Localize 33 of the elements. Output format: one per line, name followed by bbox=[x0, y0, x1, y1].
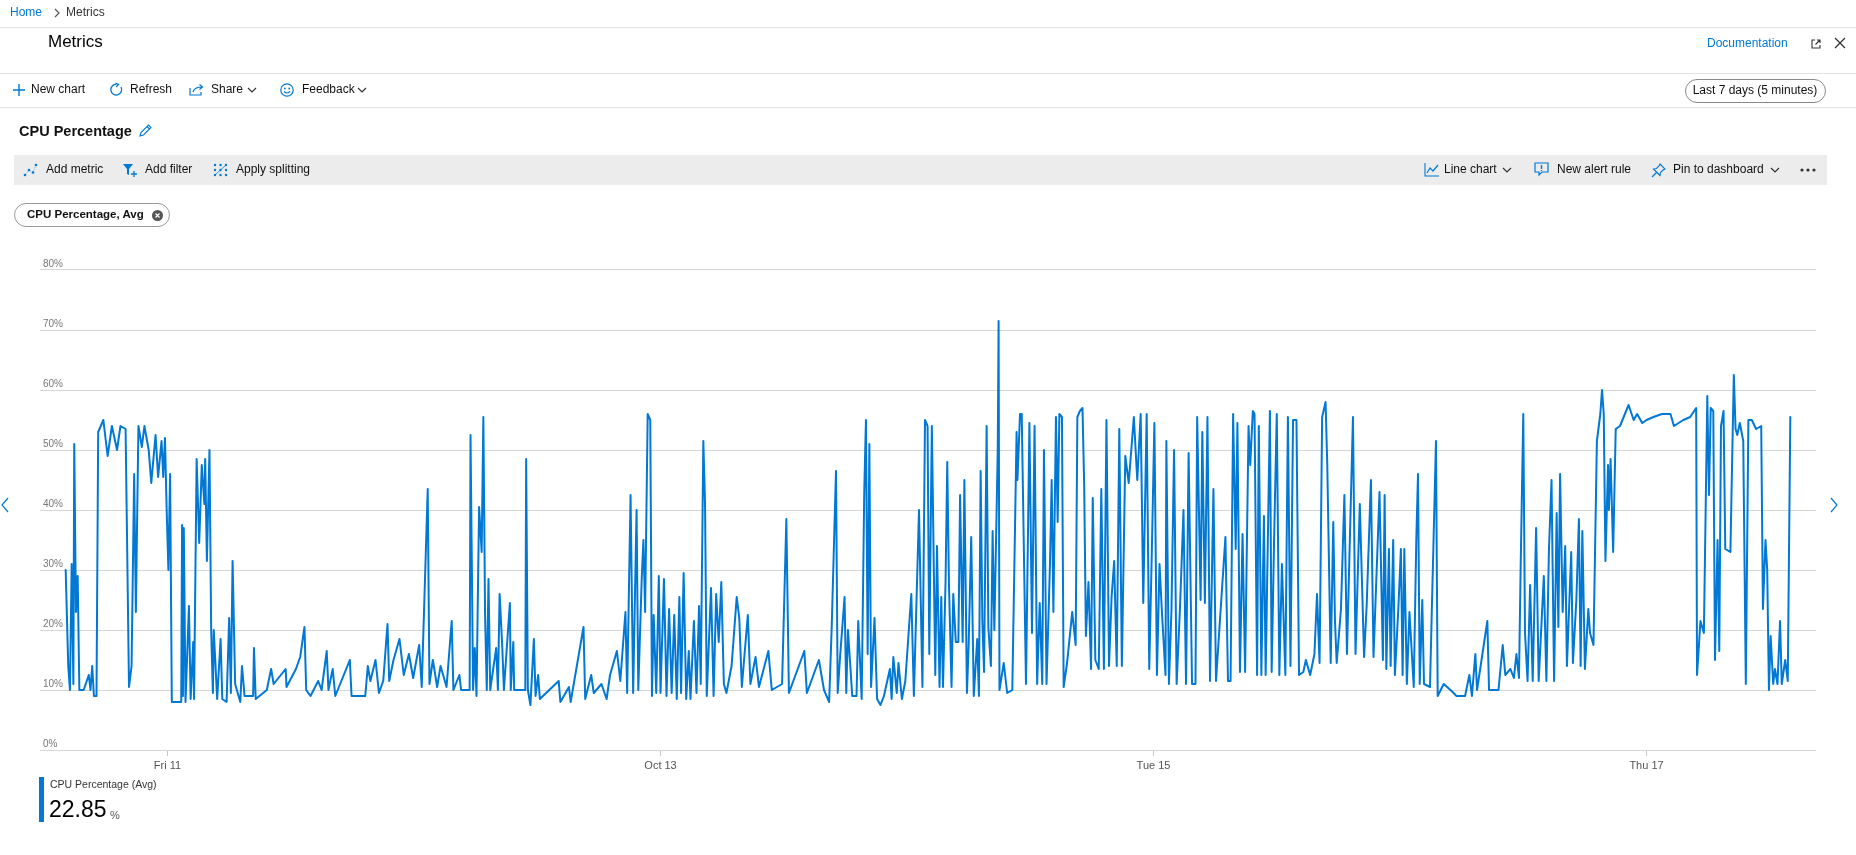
text: Pin to dashboard bbox=[1673, 162, 1764, 177]
text: Metrics bbox=[48, 32, 103, 52]
y-tick-label: 20% bbox=[43, 617, 64, 629]
text: Documentation bbox=[1707, 36, 1788, 51]
text: Metrics bbox=[66, 5, 105, 20]
y-tick-label: 10% bbox=[43, 677, 64, 689]
y-tick-label: 70% bbox=[43, 317, 64, 329]
y-tick-label: 50% bbox=[43, 437, 64, 449]
chart-title: CPU Percentage bbox=[19, 122, 132, 140]
text: % bbox=[110, 808, 120, 822]
text: CPU Percentage (Avg) bbox=[50, 777, 157, 791]
x-tick-label: Oct 13 bbox=[644, 759, 677, 772]
text: Feedback bbox=[302, 82, 355, 97]
x-tick-label: Thu 17 bbox=[1629, 759, 1664, 772]
y-tick-label: 0% bbox=[43, 737, 58, 749]
text: 22.85 bbox=[49, 795, 107, 823]
text: Add filter bbox=[145, 162, 193, 177]
y-tick-label: 40% bbox=[43, 497, 64, 509]
text: Refresh bbox=[130, 82, 173, 97]
text: CPU Percentage, Avg bbox=[27, 208, 144, 222]
y-tick-label: 80% bbox=[43, 257, 64, 269]
text: New chart bbox=[31, 82, 86, 97]
x-tick-label: Fri 11 bbox=[153, 759, 182, 772]
y-tick-label: 60% bbox=[43, 377, 64, 389]
text: Last 7 days (5 minutes) bbox=[1692, 83, 1818, 98]
text: Share bbox=[211, 82, 244, 97]
text: Apply splitting bbox=[236, 162, 311, 177]
text: Add metric bbox=[46, 162, 104, 177]
text: Home bbox=[10, 5, 43, 20]
x-tick-label: Tue 15 bbox=[1136, 759, 1171, 772]
text: New alert rule bbox=[1557, 162, 1632, 177]
y-tick-label: 30% bbox=[43, 557, 64, 569]
text: Line chart bbox=[1444, 162, 1497, 177]
